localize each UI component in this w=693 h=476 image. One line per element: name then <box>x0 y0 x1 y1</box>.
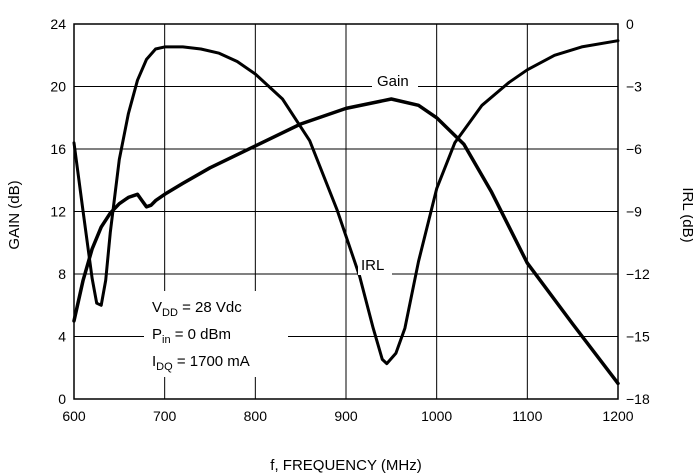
x-tick-label: 1100 <box>512 408 542 424</box>
y-axis-title: GAIN (dB) <box>6 180 23 249</box>
y-tick-label: 4 <box>58 329 66 345</box>
plot-frame <box>73 23 619 400</box>
y-tick-label: 12 <box>50 204 66 220</box>
gain-label-bg <box>372 70 418 92</box>
x-axis-title: f, FREQUENCY (MHz) <box>270 457 421 474</box>
x-tick-label: 1200 <box>602 408 633 424</box>
x-tick-labels: 600 700 800 900 1000 1100 1200 <box>62 408 633 424</box>
x-tick-label: 600 <box>62 408 86 424</box>
condition-idq: IDQ = 1700 mA <box>152 353 250 373</box>
x-tick-label: 1000 <box>421 408 452 424</box>
y2-tick-labels: 0 −3 −6 −9 −12 −15 −18 <box>626 16 650 407</box>
series-group <box>72 39 620 386</box>
irl-label-bg <box>358 253 392 275</box>
y2-tick-label: −3 <box>626 79 642 95</box>
irl-label: IRL <box>361 257 384 274</box>
y2-tick-label: −12 <box>626 266 650 282</box>
y-tick-label: 8 <box>58 266 66 282</box>
y-tick-label: 24 <box>50 16 66 32</box>
x-tick-label: 800 <box>244 408 268 424</box>
condition-vdd: VDD = 28 Vdc <box>152 299 242 319</box>
y2-tick-label: −18 <box>626 391 650 407</box>
conditions-box-bg <box>144 291 288 377</box>
y-tick-label: 16 <box>50 141 66 157</box>
y2-axis-title: IRL (dB) <box>679 187 693 242</box>
y-tick-label: 0 <box>58 391 66 407</box>
y2-tick-label: −9 <box>626 204 642 220</box>
y-tick-label: 20 <box>50 79 66 95</box>
y2-tick-label: 0 <box>626 16 634 32</box>
series-line-irl <box>72 39 620 366</box>
x-tick-label: 700 <box>153 408 177 424</box>
y-tick-labels: 0 4 8 12 16 20 24 <box>50 16 66 407</box>
condition-pin: Pin = 0 dBm <box>152 326 231 346</box>
gain-label: Gain <box>377 73 409 90</box>
y2-tick-label: −15 <box>626 329 650 345</box>
y2-tick-label: −6 <box>626 141 642 157</box>
x-tick-label: 900 <box>334 408 358 424</box>
